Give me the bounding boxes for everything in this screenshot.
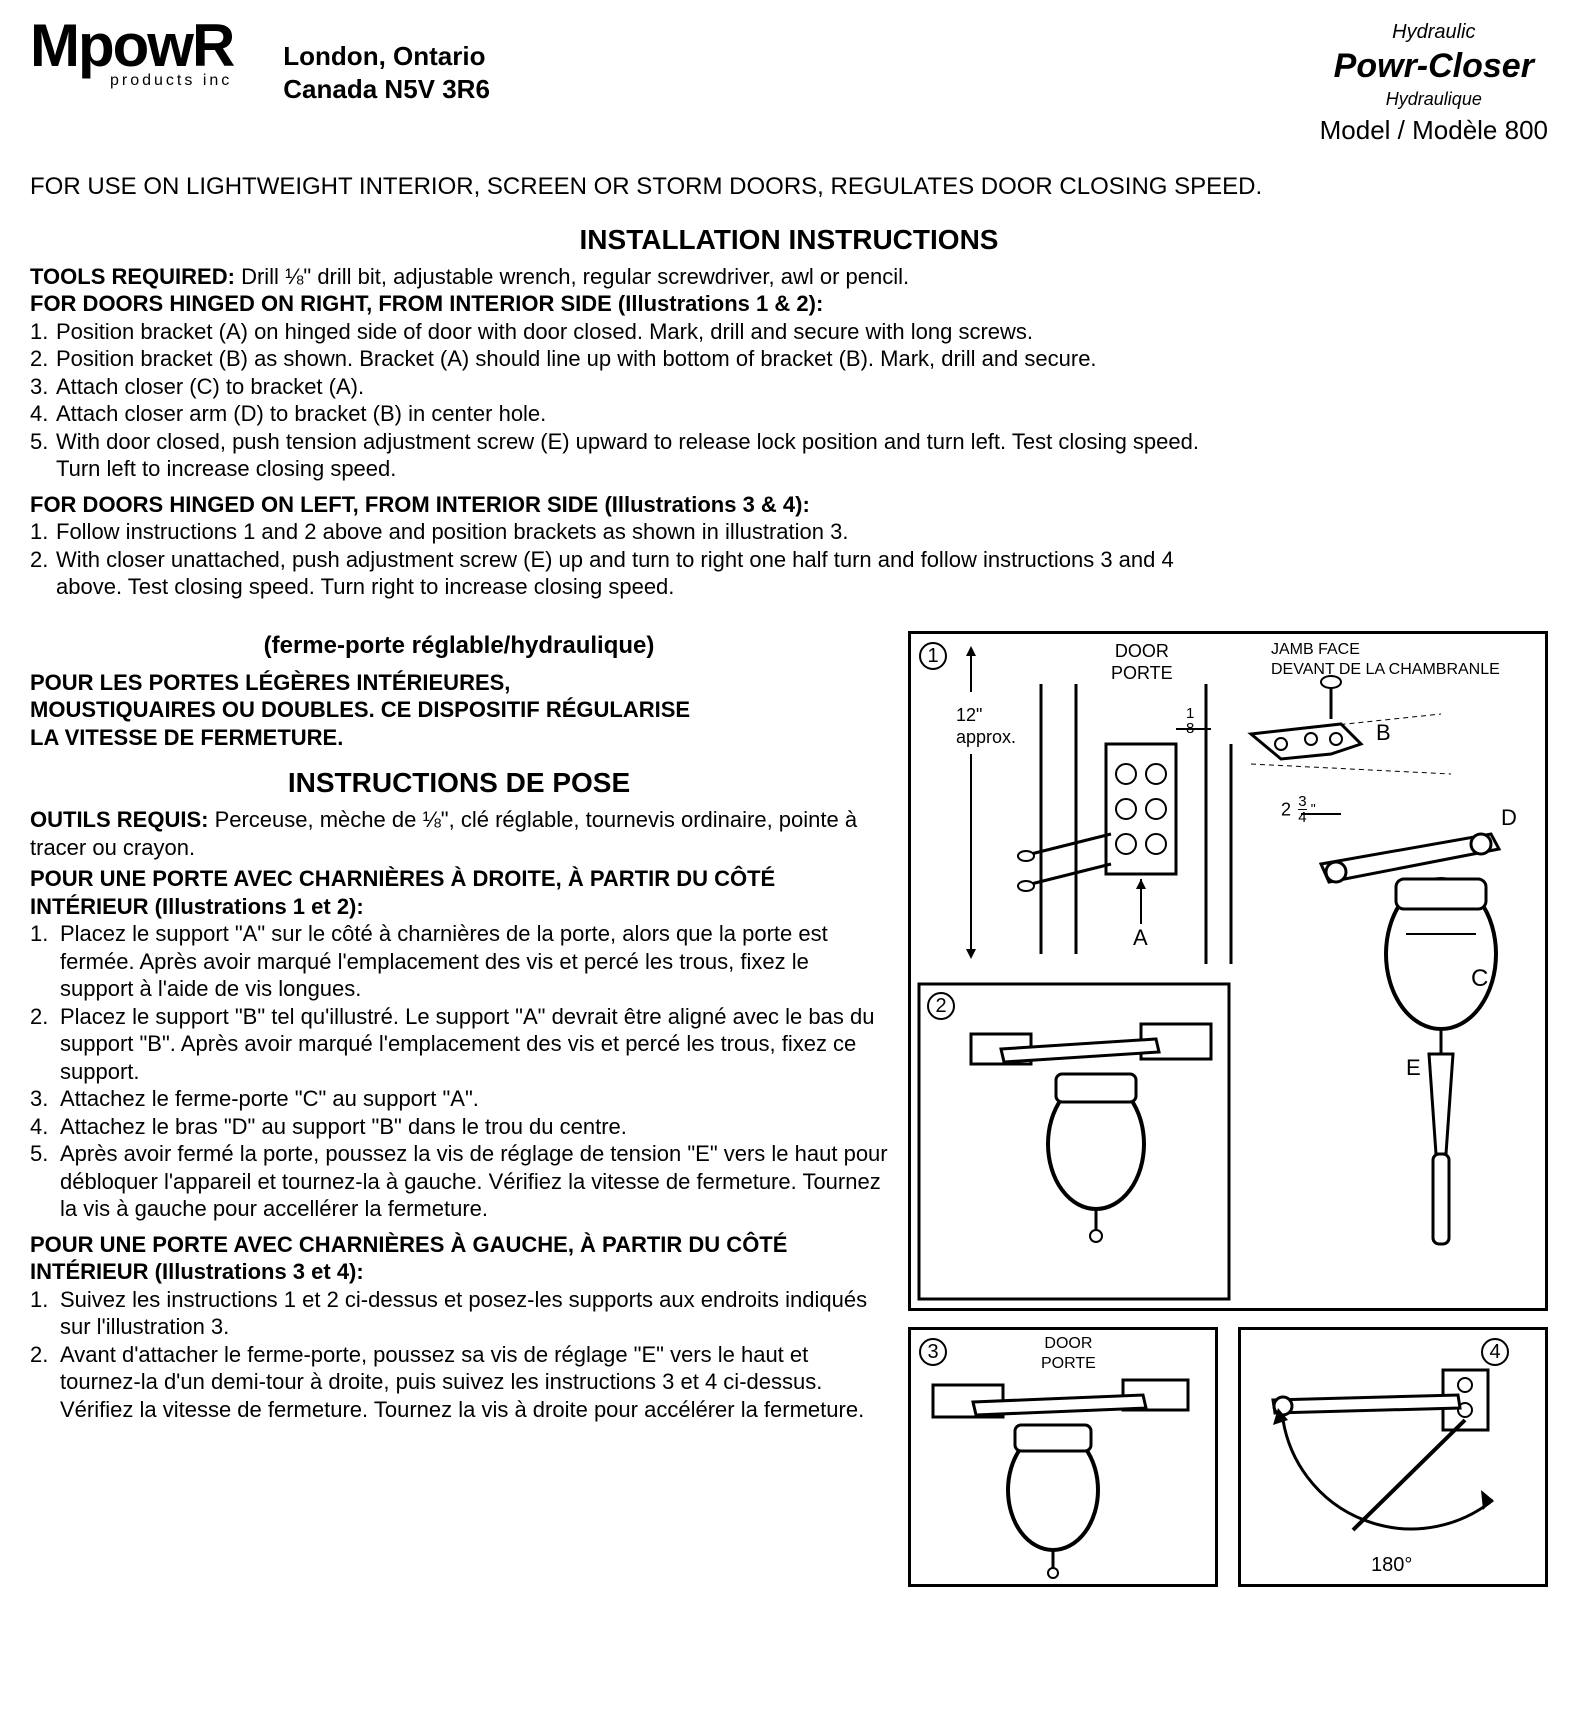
- french-column: (ferme-porte réglable/hydraulique) POUR …: [30, 631, 888, 1587]
- diagram-1-svg: [911, 634, 1545, 1308]
- tools-text-en: Drill ⅛" drill bit, adjustable wrench, r…: [235, 264, 909, 289]
- diagram-number-3: 3: [919, 1338, 947, 1366]
- step-3: 3.Attach closer (C) to bracket (A).: [30, 373, 1548, 401]
- fraction-1-8: 1 8: [1186, 706, 1194, 736]
- brand-line2: Powr-Closer: [1320, 45, 1548, 88]
- install-title-en: INSTALLATION INSTRUCTIONS: [30, 222, 1548, 257]
- install-title-fr: INSTRUCTIONS DE POSE: [30, 765, 888, 800]
- fr-intro2: MOUSTIQUAIRES OU DOUBLES. CE DISPOSITIF …: [30, 696, 888, 724]
- right-hinge-heading-fr: POUR UNE PORTE AVEC CHARNIÈRES À DROITE,…: [30, 865, 888, 920]
- right-hinge-heading-en: FOR DOORS HINGED ON RIGHT, FROM INTERIOR…: [30, 290, 1548, 318]
- right-steps-en: 1.Position bracket (A) on hinged side of…: [30, 318, 1548, 483]
- diagram-1-2: 1 DOOR PORTE JAMB FACE DEVANT DE LA CHAM…: [908, 631, 1548, 1311]
- fr-r2: 2.Placez le support "B" tel qu'illustré.…: [30, 1003, 888, 1086]
- logo-text: MpowR: [30, 20, 233, 71]
- label-180: 180°: [1371, 1553, 1412, 1578]
- fr-paren-title: (ferme-porte réglable/hydraulique): [30, 631, 888, 661]
- brand-line4: Model / Modèle 800: [1320, 114, 1548, 147]
- address-line1: London, Ontario: [283, 40, 490, 73]
- step-l2: 2.With closer unattached, push adjustmen…: [30, 546, 1548, 574]
- tools-label-en: TOOLS REQUIRED:: [30, 264, 235, 289]
- fr-l2: 2.Avant d'attacher le ferme-porte, pouss…: [30, 1341, 888, 1424]
- label-E: E: [1406, 1054, 1421, 1082]
- tools-line-fr: OUTILS REQUIS: Perceuse, mèche de ⅛", cl…: [30, 806, 888, 861]
- brand-line1: Hydraulic: [1320, 20, 1548, 45]
- right-steps-fr: 1.Placez le support "A" sur le côté à ch…: [30, 920, 888, 1223]
- diagram-4-svg: [1241, 1330, 1545, 1584]
- diagram-4: 4 180°: [1238, 1327, 1548, 1587]
- product-brand: Hydraulic Powr-Closer Hydraulique Model …: [1320, 20, 1548, 147]
- tools-line-en: TOOLS REQUIRED: Drill ⅛" drill bit, adju…: [30, 263, 1548, 291]
- diagram-number-2: 2: [927, 992, 955, 1020]
- door-label-3: DOOR PORTE: [1041, 1334, 1096, 1374]
- logo-block: MpowR products inc: [30, 20, 233, 91]
- logo-subtext: products inc: [110, 71, 233, 91]
- fr-r3: 3.Attachez le ferme-porte "C" au support…: [30, 1085, 888, 1113]
- fr-intro1: POUR LES PORTES LÉGÈRES INTÉRIEURES,: [30, 669, 888, 697]
- step-5: 5.With door closed, push tension adjustm…: [30, 428, 1548, 456]
- step-1: 1.Position bracket (A) on hinged side of…: [30, 318, 1548, 346]
- step-l2-cont: above. Test closing speed. Turn right to…: [56, 573, 1548, 601]
- fr-intro3: LA VITESSE DE FERMETURE.: [30, 724, 888, 752]
- step-l1: 1.Follow instructions 1 and 2 above and …: [30, 518, 1548, 546]
- usage-statement: FOR USE ON LIGHTWEIGHT INTERIOR, SCREEN …: [30, 172, 1548, 202]
- step-4: 4.Attach closer arm (D) to bracket (B) i…: [30, 400, 1548, 428]
- company-address: London, Ontario Canada N5V 3R6: [283, 40, 490, 105]
- tools-label-fr: OUTILS REQUIS:: [30, 807, 208, 832]
- step-2: 2.Position bracket (B) as shown. Bracket…: [30, 345, 1548, 373]
- diagram-column: 1 DOOR PORTE JAMB FACE DEVANT DE LA CHAM…: [908, 631, 1548, 1587]
- fr-l1: 1.Suivez les instructions 1 et 2 ci-dess…: [30, 1286, 888, 1341]
- label-A: A: [1133, 924, 1148, 952]
- left-steps-fr: 1.Suivez les instructions 1 et 2 ci-dess…: [30, 1286, 888, 1424]
- fr-r4: 4.Attachez le bras "D" au support "B" da…: [30, 1113, 888, 1141]
- brand-line3: Hydraulique: [1320, 88, 1548, 111]
- diagram-number-4: 4: [1481, 1338, 1509, 1366]
- header: MpowR products inc London, Ontario Canad…: [30, 20, 1548, 147]
- address-line2: Canada N5V 3R6: [283, 73, 490, 106]
- label-B: B: [1376, 719, 1391, 747]
- fraction-2-3-4: 2 3 4 ": [1281, 794, 1316, 825]
- fr-r5: 5.Après avoir fermé la porte, poussez la…: [30, 1140, 888, 1223]
- left-hinge-heading-en: FOR DOORS HINGED ON LEFT, FROM INTERIOR …: [30, 491, 1548, 519]
- left-hinge-heading-fr: POUR UNE PORTE AVEC CHARNIÈRES À GAUCHE,…: [30, 1231, 888, 1286]
- label-D: D: [1501, 804, 1517, 832]
- fr-r1: 1.Placez le support "A" sur le côté à ch…: [30, 920, 888, 1003]
- step-5-cont: Turn left to increase closing speed.: [56, 455, 1548, 483]
- diagram-3: 3 DOOR PORTE: [908, 1327, 1218, 1587]
- left-steps-en: 1.Follow instructions 1 and 2 above and …: [30, 518, 1548, 601]
- label-C: C: [1471, 964, 1488, 994]
